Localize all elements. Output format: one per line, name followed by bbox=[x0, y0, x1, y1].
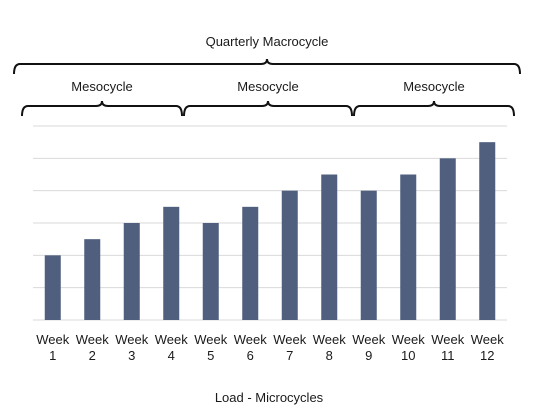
brackets: Quarterly Macrocycle Mesocycle Mesocycle Me… bbox=[13, 34, 521, 117]
mesocycle-bracket bbox=[21, 100, 183, 117]
bars bbox=[44, 142, 496, 320]
mesocycle-label: Mesocycle bbox=[71, 79, 132, 94]
x-axis-label: Load - Microcycles bbox=[215, 390, 324, 405]
mesocycle-bracket bbox=[353, 100, 515, 117]
mesocycle-label: Mesocycle bbox=[403, 79, 464, 94]
bar-week-4 bbox=[163, 206, 180, 320]
mesocycle-bracket bbox=[183, 100, 353, 117]
x-tick-label: Week 4 bbox=[155, 332, 188, 363]
x-tick-label: Week 1 bbox=[36, 332, 69, 363]
x-tick-label: Week 10 bbox=[392, 332, 425, 363]
x-tick-label: Week 2 bbox=[76, 332, 109, 363]
x-tick-label: Week 3 bbox=[115, 332, 148, 363]
bar-week-10 bbox=[400, 174, 417, 320]
x-tick-label: Week 11 bbox=[431, 332, 464, 363]
bar-week-2 bbox=[84, 239, 101, 320]
bar-week-5 bbox=[202, 223, 219, 320]
x-tick-label: Week 9 bbox=[352, 332, 385, 363]
x-tick-label: Week 12 bbox=[471, 332, 504, 363]
bar-week-7 bbox=[281, 190, 298, 320]
x-tick-label: Week 5 bbox=[194, 332, 227, 363]
bar-week-11 bbox=[439, 158, 456, 320]
x-tick-label: Week 8 bbox=[313, 332, 346, 363]
bar-week-1 bbox=[44, 255, 61, 320]
bar-week-3 bbox=[123, 223, 140, 320]
bar-week-8 bbox=[321, 174, 338, 320]
macrocycle-bracket bbox=[13, 58, 521, 75]
bar-week-6 bbox=[242, 206, 259, 320]
x-tick-label: Week 6 bbox=[234, 332, 267, 363]
gridlines bbox=[33, 125, 507, 321]
macrocycle-label: Quarterly Macrocycle bbox=[206, 34, 329, 49]
bar-week-12 bbox=[479, 142, 496, 320]
bar-week-9 bbox=[360, 190, 377, 320]
mesocycle-label: Mesocycle bbox=[237, 79, 298, 94]
x-tick-label: Week 7 bbox=[273, 332, 306, 363]
